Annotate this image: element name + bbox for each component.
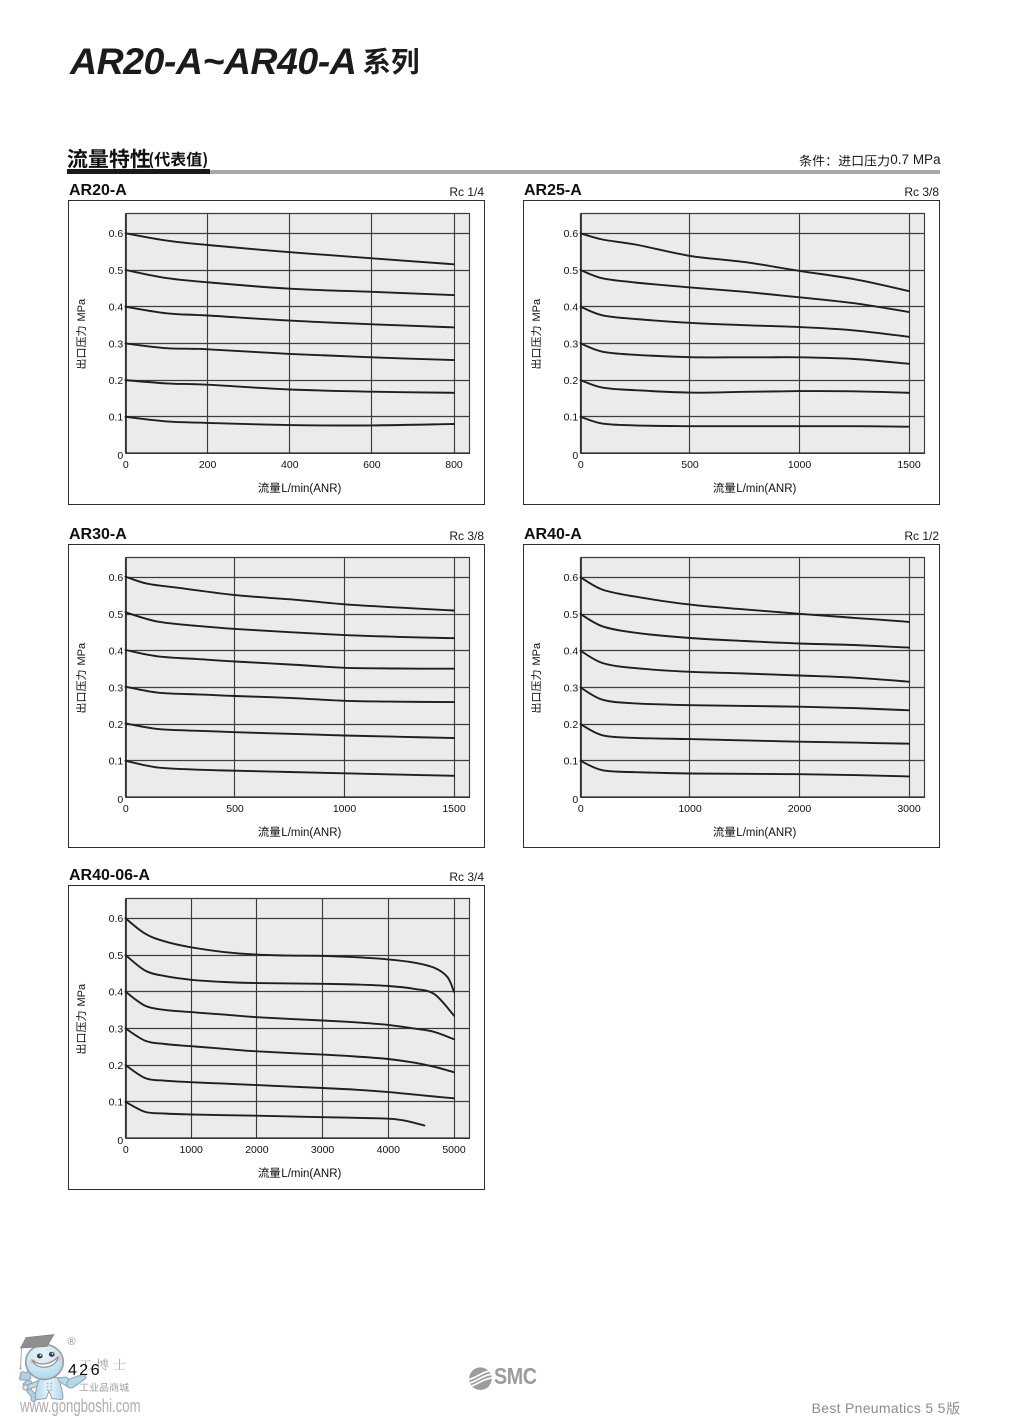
svg-text:0.2: 0.2 — [109, 375, 124, 387]
svg-text:0.3: 0.3 — [564, 682, 579, 694]
svg-text:0.2: 0.2 — [564, 375, 579, 387]
svg-text:0.4: 0.4 — [109, 646, 124, 658]
svg-text:2000: 2000 — [245, 1144, 269, 1156]
svg-text:1000: 1000 — [333, 803, 357, 815]
svg-text:MPa: MPa — [76, 298, 88, 322]
svg-text:3000: 3000 — [311, 1144, 335, 1156]
svg-text:4000: 4000 — [377, 1144, 401, 1156]
svg-text:L/min(ANR): L/min(ANR) — [281, 1168, 341, 1180]
svg-text:0.5: 0.5 — [109, 265, 124, 277]
svg-text:0.1: 0.1 — [564, 756, 579, 768]
svg-text:0.4: 0.4 — [109, 987, 124, 999]
svg-text:0.5: 0.5 — [109, 609, 124, 621]
svg-text:0.1: 0.1 — [109, 412, 124, 424]
svg-text:500: 500 — [226, 803, 244, 815]
svg-text:0: 0 — [117, 794, 123, 806]
svg-text:0.4: 0.4 — [564, 302, 579, 314]
svg-text:0.2: 0.2 — [564, 719, 579, 731]
svg-text:0: 0 — [123, 803, 129, 815]
svg-text:0.3: 0.3 — [109, 1023, 124, 1035]
svg-text:0.1: 0.1 — [564, 412, 579, 424]
svg-text:L/min(ANR): L/min(ANR) — [736, 483, 796, 495]
svg-text:0.3: 0.3 — [109, 682, 124, 694]
svg-text:MPa: MPa — [76, 983, 88, 1007]
svg-text:0.4: 0.4 — [109, 302, 124, 314]
svg-text:0.6: 0.6 — [109, 913, 124, 925]
svg-text:MPa: MPa — [531, 298, 543, 322]
svg-text:0: 0 — [578, 803, 584, 815]
svg-text:400: 400 — [281, 459, 299, 471]
svg-text:0.6: 0.6 — [109, 572, 124, 584]
svg-text:0: 0 — [117, 1135, 123, 1147]
svg-text:0.1: 0.1 — [109, 756, 124, 768]
svg-text:0.3: 0.3 — [109, 338, 124, 350]
svg-text:1000: 1000 — [678, 803, 702, 815]
svg-text:L/min(ANR): L/min(ANR) — [281, 483, 341, 495]
svg-text:0.1: 0.1 — [109, 1097, 124, 1109]
svg-text:2000: 2000 — [788, 803, 812, 815]
svg-text:800: 800 — [445, 459, 463, 471]
svg-text:L/min(ANR): L/min(ANR) — [281, 827, 341, 839]
svg-text:0.4: 0.4 — [564, 646, 579, 658]
svg-text:0.6: 0.6 — [564, 228, 579, 240]
svg-text:0.6: 0.6 — [109, 228, 124, 240]
svg-text:3000: 3000 — [897, 803, 921, 815]
svg-text:1500: 1500 — [442, 803, 466, 815]
svg-text:MPa: MPa — [76, 642, 88, 666]
svg-text:0: 0 — [572, 794, 578, 806]
svg-text:L/min(ANR): L/min(ANR) — [736, 827, 796, 839]
svg-text:0.5: 0.5 — [109, 950, 124, 962]
svg-text:0.2: 0.2 — [109, 1060, 124, 1072]
svg-text:0: 0 — [117, 450, 123, 462]
svg-text:0.5: 0.5 — [564, 609, 579, 621]
svg-text:0: 0 — [123, 1144, 129, 1156]
svg-text:0: 0 — [572, 450, 578, 462]
svg-text:200: 200 — [199, 459, 217, 471]
svg-text:0: 0 — [578, 459, 584, 471]
svg-text:500: 500 — [681, 459, 699, 471]
svg-text:5000: 5000 — [442, 1144, 466, 1156]
svg-text:0: 0 — [123, 459, 129, 471]
svg-text:0.2: 0.2 — [109, 719, 124, 731]
svg-text:0.3: 0.3 — [564, 338, 579, 350]
svg-text:0.5: 0.5 — [564, 265, 579, 277]
svg-text:1500: 1500 — [897, 459, 921, 471]
svg-text:0.6: 0.6 — [564, 572, 579, 584]
svg-text:1000: 1000 — [788, 459, 812, 471]
svg-text:1000: 1000 — [180, 1144, 204, 1156]
svg-text:600: 600 — [363, 459, 381, 471]
svg-text:MPa: MPa — [531, 642, 543, 666]
